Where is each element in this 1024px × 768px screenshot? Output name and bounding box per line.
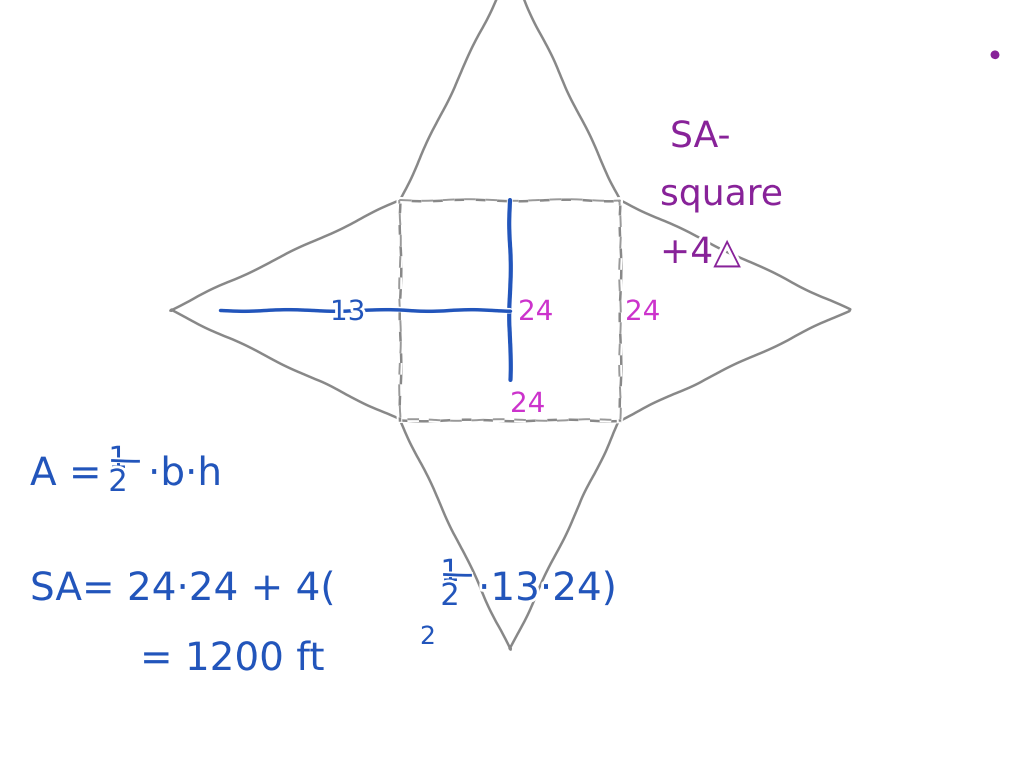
Text: SA= 24·24 + 4(: SA= 24·24 + 4(	[30, 570, 336, 608]
Text: 2: 2	[440, 582, 460, 611]
Text: ·13·24): ·13·24)	[478, 570, 617, 608]
Text: 24: 24	[518, 298, 553, 326]
Text: 24: 24	[625, 298, 660, 326]
Text: 1: 1	[440, 558, 460, 587]
Text: SA-: SA-	[670, 120, 730, 154]
Text: ·b·h: ·b·h	[148, 455, 222, 493]
Text: +4△: +4△	[660, 236, 741, 270]
Text: 13: 13	[330, 298, 366, 326]
Text: A =: A =	[30, 455, 114, 493]
Text: 1: 1	[109, 445, 128, 474]
Text: square: square	[660, 178, 783, 212]
Text: 24: 24	[510, 390, 545, 418]
Text: = 1200 ft: = 1200 ft	[140, 640, 325, 678]
Text: 2: 2	[420, 625, 436, 649]
Text: 2: 2	[109, 468, 128, 497]
